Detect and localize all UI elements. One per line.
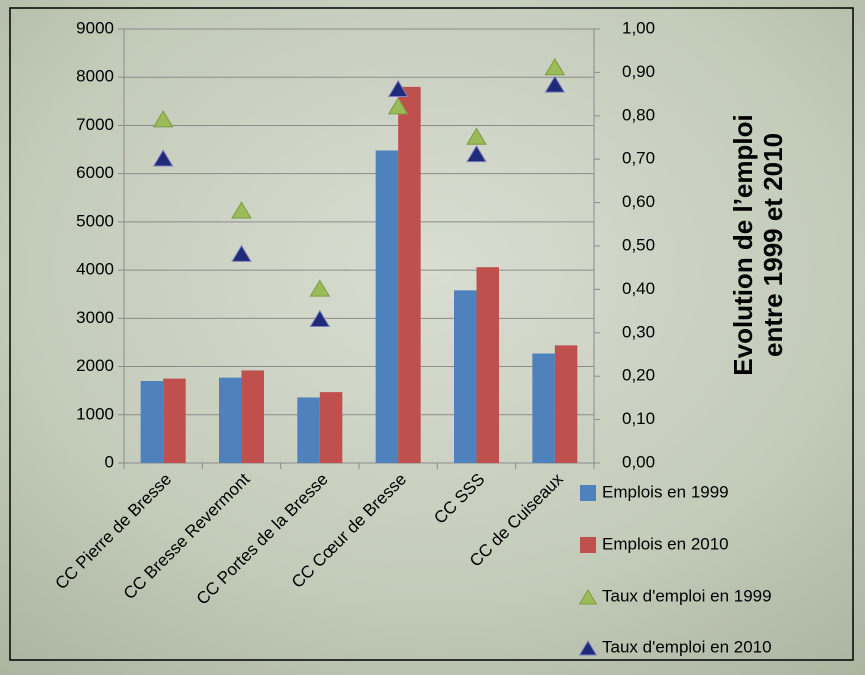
legend-label: Taux d'emploi en 1999 xyxy=(602,586,772,605)
bar xyxy=(532,353,555,463)
legend-item: Emplois en 2010 xyxy=(580,534,729,553)
legend-label: Emplois en 1999 xyxy=(602,482,729,501)
marker xyxy=(152,149,174,167)
y2-tick-label: 0,90 xyxy=(622,62,655,81)
y2-tick-label: 0,60 xyxy=(622,192,655,211)
marker xyxy=(309,279,331,297)
bar xyxy=(454,290,477,463)
marker xyxy=(544,75,566,93)
legend-swatch xyxy=(580,485,596,501)
legend-item: Taux d'emploi en 1999 xyxy=(578,586,772,605)
marker xyxy=(231,244,252,262)
chart-frame xyxy=(9,7,854,661)
bar xyxy=(319,392,343,463)
y-tick-label: 8000 xyxy=(76,67,114,86)
y-tick-label: 5000 xyxy=(76,211,114,230)
y-tick-label: 4000 xyxy=(76,260,114,279)
y2-tick-label: 0,30 xyxy=(622,322,655,341)
marker xyxy=(544,58,566,76)
bar xyxy=(476,267,499,463)
y-tick-label: 6000 xyxy=(76,163,114,182)
legend-swatch xyxy=(578,640,598,656)
y-tick-label: 2000 xyxy=(76,356,114,375)
y-tick-label: 0 xyxy=(105,452,114,471)
y-tick-label: 9000 xyxy=(76,18,114,37)
legend-label: Taux d'emploi en 2010 xyxy=(602,637,772,656)
y2-axis-label: Evolution de l’emploientre 1999 et 2010 xyxy=(728,114,788,375)
y2-tick-label: 0,50 xyxy=(622,235,655,254)
y2-tick-label: 0,40 xyxy=(622,279,655,298)
marker xyxy=(152,110,174,128)
marker xyxy=(387,79,409,98)
bar xyxy=(297,397,320,463)
y-tick-label: 1000 xyxy=(76,404,114,423)
y2-tick-label: 0,10 xyxy=(622,409,655,428)
marker xyxy=(231,201,252,219)
y2-tick-label: 0,20 xyxy=(622,366,655,385)
y-tick-label: 7000 xyxy=(76,115,114,134)
legend-swatch xyxy=(580,537,596,553)
bar xyxy=(375,150,399,463)
marker xyxy=(466,144,487,163)
bar xyxy=(219,377,242,463)
bar xyxy=(163,378,186,463)
legend-label: Emplois en 2010 xyxy=(602,534,729,553)
y2-axis-label-line: Evolution de l’emploi xyxy=(728,114,758,375)
y2-tick-label: 1,00 xyxy=(622,18,655,37)
bar xyxy=(241,370,264,463)
legend-swatch xyxy=(578,589,598,605)
y2-tick-label: 0,00 xyxy=(622,452,655,471)
bar xyxy=(140,381,164,463)
legend-item: Taux d'emploi en 2010 xyxy=(578,637,772,656)
marker xyxy=(466,127,487,145)
y2-tick-label: 0,70 xyxy=(622,149,655,168)
legend-item: Emplois en 1999 xyxy=(580,482,729,501)
y2-tick-label: 0,80 xyxy=(622,105,655,124)
y-tick-label: 3000 xyxy=(76,308,114,327)
bar xyxy=(398,86,421,463)
bar xyxy=(554,345,578,463)
marker xyxy=(387,97,409,115)
y2-axis-label-line: entre 1999 et 2010 xyxy=(758,133,788,357)
marker xyxy=(309,309,331,328)
